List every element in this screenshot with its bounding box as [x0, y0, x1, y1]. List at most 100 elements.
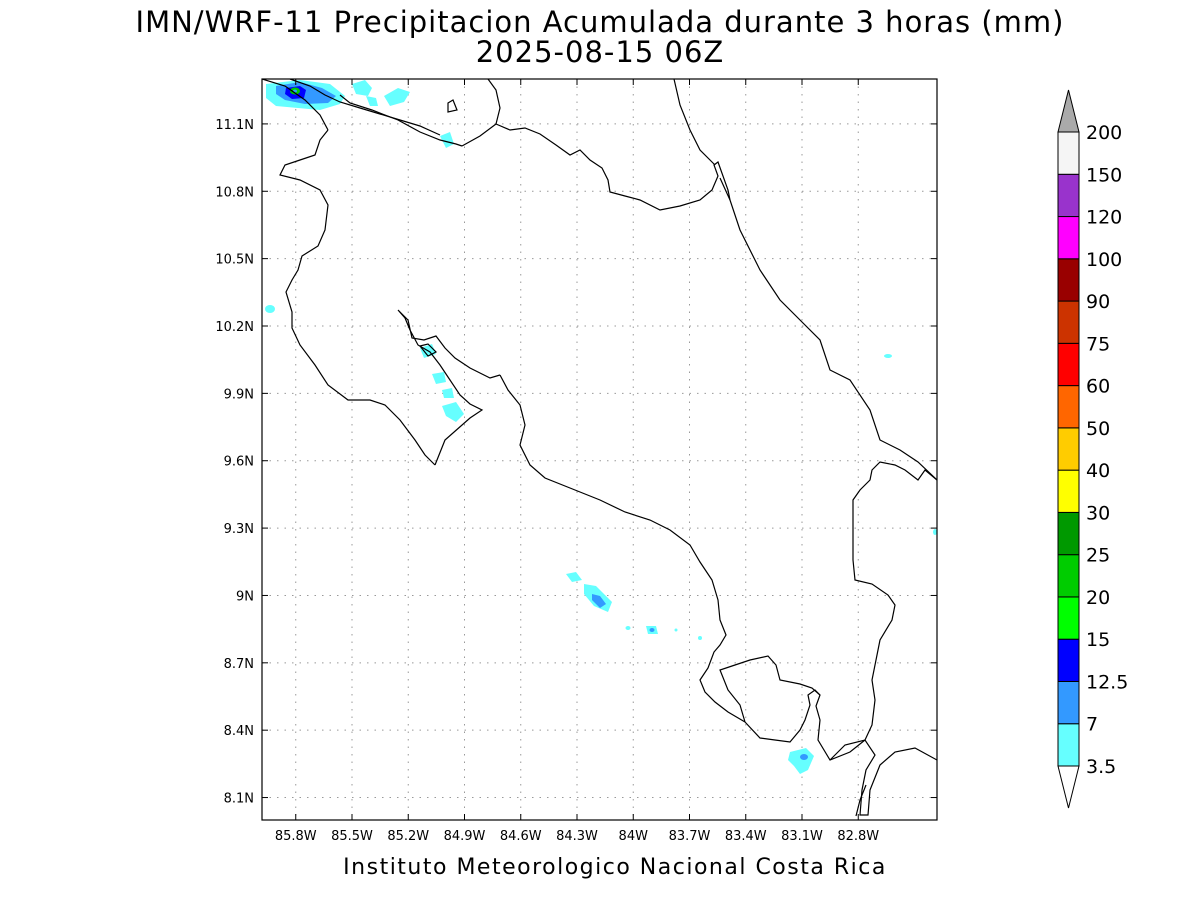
colorbar-level-label: 90	[1086, 291, 1110, 313]
colorbar-level-label: 75	[1086, 333, 1110, 355]
colorbar-swatch-2	[1057, 638, 1080, 682]
colorbar-level-label: 25	[1086, 545, 1110, 567]
pacific-coast-central	[499, 374, 746, 723]
x-tick-label: 83.4W	[725, 829, 767, 844]
y-tick-label: 8.7N	[224, 657, 254, 672]
colorbar-swatch-14	[1057, 131, 1080, 175]
nicoya-island	[418, 343, 438, 357]
colorbar-swatch-8	[1057, 385, 1080, 429]
colorbar-swatch-10	[1057, 300, 1080, 344]
precip-area-pacific-c-core	[649, 628, 655, 632]
precip-area-caribbean-b	[933, 529, 937, 535]
precip-area-caribbean-a	[884, 354, 892, 358]
border-north	[495, 123, 731, 211]
chart-title: IMN/WRF-11 Precipitacion Acumulada duran…	[135, 5, 1065, 39]
colorbar-level-label: 60	[1086, 376, 1110, 398]
y-tick-label: 11.1N	[215, 118, 254, 133]
x-tick-label: 84W	[619, 829, 649, 844]
plot-frame	[261, 78, 938, 821]
border-panama	[852, 461, 937, 741]
nicaragua-coast-west	[262, 79, 329, 131]
precip-area-pacific-b-core	[592, 594, 606, 608]
precip-layer	[265, 80, 937, 774]
coastlines-borders	[262, 79, 937, 817]
colorbar-level-label: 120	[1086, 207, 1122, 229]
y-tick-label: 8.4N	[224, 724, 254, 739]
pacific-coast-north	[279, 129, 436, 466]
border-nicaragua	[339, 94, 463, 147]
precip-area-north-c	[366, 96, 378, 106]
border-san-juan	[461, 79, 501, 147]
colorbar-swatch-1	[1057, 680, 1080, 725]
colorbar-swatch-0	[1057, 723, 1080, 767]
colorbar-swatch-11	[1057, 258, 1080, 302]
x-tick-label: 83.7W	[669, 829, 711, 844]
grid-lines	[262, 79, 937, 820]
colorbar-lower-triangle	[1057, 765, 1080, 809]
colorbar-level-label: 100	[1086, 249, 1122, 271]
colorbar-swatch-12	[1057, 216, 1080, 260]
institution-credit: Instituto Meteorologico Nacional Costa R…	[343, 855, 887, 880]
colorbar-level-label: 150	[1086, 164, 1122, 186]
colorbar-swatch-4	[1057, 554, 1080, 598]
precip-area-south-a	[788, 748, 814, 774]
precip-area-gulf-c	[442, 388, 454, 398]
x-tick-label: 83.1W	[781, 829, 823, 844]
golfo-dulce	[719, 655, 866, 761]
colorbar-level-label: 20	[1086, 587, 1110, 609]
colorbar-level-label: 7	[1086, 714, 1098, 736]
y-tick-label: 10.2N	[215, 320, 254, 335]
colorbar-level-label: 3.5	[1086, 756, 1116, 778]
colorbar-upper-triangle	[1057, 89, 1080, 133]
x-tick-label: 85.8W	[275, 829, 317, 844]
y-tick-label: 9.9N	[224, 387, 254, 402]
precip-area-gulf-b	[432, 372, 446, 384]
y-tick-label: 8.1N	[224, 792, 254, 807]
precip-area-west-coast	[265, 305, 275, 313]
colorbar-swatch-9	[1057, 342, 1080, 387]
precip-area-pacific-a	[566, 572, 582, 582]
lake-nicaragua-shore	[289, 79, 441, 136]
burica	[855, 784, 867, 817]
colorbar: 3.5 7 12.5 15 20 25 30 40 50 60 75 90 100 120 150 200	[1057, 89, 1128, 809]
y-tick-label: 10.5N	[215, 253, 254, 268]
x-tick-label: 84.9W	[444, 829, 486, 844]
precip-area-south-a-core	[800, 754, 808, 760]
caribbean-north	[673, 79, 716, 166]
colorbar-level-label: 15	[1086, 629, 1110, 651]
colorbar-swatch-7	[1057, 427, 1080, 471]
colorbar-swatch-5	[1057, 511, 1080, 556]
chart-subtitle-datetime: 2025-08-15 06Z	[475, 35, 725, 69]
x-tick-label: 85.2W	[387, 829, 429, 844]
colorbar-swatch-3	[1057, 596, 1080, 640]
precip-area-pacific-d	[625, 626, 631, 630]
axis-ticks: 85.8W 85.5W 85.2W 84.9W 84.6W 84.3W 84W 83.7W 83…	[215, 79, 937, 844]
colorbar-level-label: 30	[1086, 502, 1110, 524]
caribbean-coast	[719, 177, 937, 481]
precip-area-pacific-e	[698, 636, 702, 640]
precip-area-pacific-f	[674, 628, 678, 632]
colorbar-level-label: 40	[1086, 460, 1110, 482]
y-tick-label: 10.8N	[215, 185, 254, 200]
x-tick-label: 84.6W	[500, 829, 542, 844]
x-tick-label: 82.8W	[837, 829, 879, 844]
precip-area-north-d	[440, 132, 454, 148]
colorbar-swatch-6	[1057, 469, 1080, 513]
precip-area-gulf-d	[442, 402, 464, 422]
osa-peninsula	[744, 689, 821, 743]
precip-area-north-a	[352, 80, 372, 96]
panama-pacific-coast	[829, 739, 937, 816]
nicoya-gulf-coast	[397, 309, 501, 466]
precip-area-north-b	[384, 88, 410, 106]
y-tick-label: 9.3N	[224, 522, 254, 537]
colorbar-level-label: 50	[1086, 418, 1110, 440]
x-tick-label: 84.3W	[556, 829, 598, 844]
x-tick-label: 85.5W	[331, 829, 373, 844]
colorbar-level-label: 200	[1086, 122, 1122, 144]
y-tick-label: 9N	[236, 589, 254, 604]
colorbar-level-label: 12.5	[1086, 671, 1128, 693]
colorbar-swatch-13	[1057, 173, 1080, 218]
islet	[447, 99, 458, 113]
y-tick-label: 9.6N	[224, 455, 254, 470]
